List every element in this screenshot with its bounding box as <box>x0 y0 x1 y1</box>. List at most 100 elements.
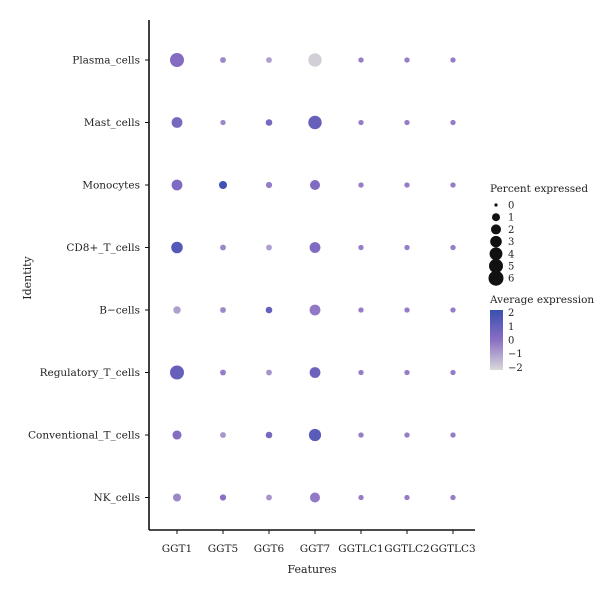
y-tick-label: Regulatory_T_cells <box>40 367 140 379</box>
y-tick-label: NK_cells <box>94 492 140 504</box>
size-legend-label: 0 <box>508 201 514 212</box>
data-point <box>309 179 321 191</box>
data-point <box>173 306 181 314</box>
size-legend-dot <box>489 259 503 273</box>
y-tick-label: Mast_cells <box>84 117 140 129</box>
data-point <box>265 306 273 314</box>
x-tick-label: GGT5 <box>208 543 238 555</box>
data-point <box>266 369 272 376</box>
data-point <box>450 244 456 251</box>
size-legend-dot <box>488 270 504 286</box>
size-legend-dot <box>494 203 498 207</box>
color-legend-label: 0 <box>508 336 514 347</box>
data-point <box>266 494 272 501</box>
size-legend-title: Percent expressed <box>490 183 588 195</box>
x-tick-group: GGT1 GGT5 GGT6 GGT7 GGTLC1 GGTLC2 GGTLC3 <box>162 530 476 555</box>
size-legend-label: 3 <box>508 237 514 248</box>
data-point <box>358 57 364 63</box>
data-point <box>450 494 456 501</box>
x-tick-label: GGT6 <box>254 543 285 555</box>
data-point <box>309 492 321 503</box>
data-point <box>450 307 456 313</box>
data-point <box>450 57 456 63</box>
y-tick-group: Plasma_cells Mast_cells Monocytes CD8+_T_ce… <box>28 55 149 504</box>
data-point <box>404 307 410 313</box>
data-point <box>450 432 456 438</box>
color-legend-label: −2 <box>508 363 523 374</box>
size-legend-label: 1 <box>508 213 514 224</box>
data-point <box>450 182 456 188</box>
data-point <box>266 244 272 251</box>
size-legend-dot <box>490 235 502 248</box>
x-tick-label: GGT1 <box>162 543 192 555</box>
data-point <box>220 119 226 126</box>
y-tick-label: B−cells <box>99 305 140 317</box>
size-legend-label: 6 <box>508 274 514 285</box>
data-point <box>265 181 273 189</box>
data-point <box>358 494 364 501</box>
y-tick-label: Plasma_cells <box>72 55 140 67</box>
x-axis-title: Features <box>287 563 336 576</box>
size-legend-label: 2 <box>508 225 514 236</box>
size-legend-dot <box>490 224 502 235</box>
data-point <box>358 182 364 188</box>
color-legend-label: 2 <box>508 308 514 319</box>
data-point <box>358 369 364 376</box>
data-point <box>171 117 183 128</box>
color-legend-label: 1 <box>508 322 514 333</box>
data-point <box>172 430 182 440</box>
data-point <box>266 57 272 63</box>
data-point <box>308 115 322 130</box>
data-point <box>219 494 227 501</box>
data-point <box>218 180 228 190</box>
size-legend-label: 4 <box>508 249 514 260</box>
color-legend: Average expression 2 1 0 −1 −2 <box>489 294 594 374</box>
dot-group <box>170 53 456 503</box>
data-point <box>404 369 410 376</box>
data-point <box>358 432 364 438</box>
y-tick-label: Conventional_T_cells <box>28 430 140 442</box>
data-point <box>170 365 184 380</box>
size-legend-dot <box>489 247 503 261</box>
data-point <box>450 369 456 376</box>
data-point <box>308 53 322 67</box>
y-tick-label: Monocytes <box>82 180 140 192</box>
data-point <box>404 432 410 438</box>
data-point <box>171 179 183 191</box>
data-point <box>220 432 226 438</box>
y-axis-title: Identity <box>21 255 34 299</box>
data-point <box>309 304 321 316</box>
data-point <box>170 53 184 67</box>
data-point <box>308 428 322 442</box>
axes <box>148 20 475 531</box>
size-legend-dot <box>491 213 501 222</box>
color-legend-label: −1 <box>508 349 523 360</box>
color-legend-title: Average expression <box>489 294 594 306</box>
x-tick-label: GGTLC3 <box>430 543 475 555</box>
data-point <box>171 241 183 254</box>
size-legend-label: 5 <box>508 262 514 273</box>
x-tick-label: GGT7 <box>300 543 330 555</box>
data-point <box>404 57 410 63</box>
data-point <box>220 307 226 313</box>
data-point <box>358 307 364 313</box>
color-legend-bar <box>490 310 503 370</box>
data-point <box>220 244 226 251</box>
data-point <box>220 57 226 63</box>
data-point <box>358 119 364 126</box>
data-point <box>404 119 410 126</box>
data-point <box>309 242 321 253</box>
data-point <box>265 431 273 439</box>
data-point <box>404 494 410 501</box>
x-tick-label: GGTLC1 <box>338 543 383 555</box>
data-point <box>404 244 410 251</box>
x-tick-label: GGTLC2 <box>384 543 429 555</box>
data-point <box>172 493 182 502</box>
data-point <box>309 367 321 378</box>
data-point <box>265 119 273 126</box>
y-tick-label: CD8+_T_cells <box>66 242 140 254</box>
data-point <box>450 119 456 126</box>
data-point <box>220 369 226 376</box>
